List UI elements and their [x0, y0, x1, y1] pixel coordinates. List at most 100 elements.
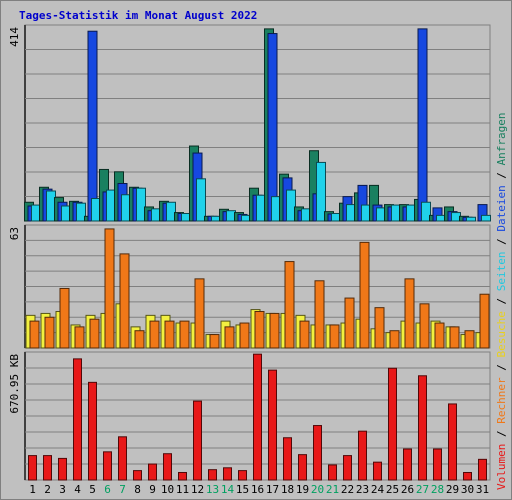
bar-volumen-day-27: [418, 375, 427, 481]
panel-top: 414: [8, 24, 491, 222]
bar-rechner-day-20: [314, 280, 325, 349]
bar-volumen-day-15: [238, 470, 247, 481]
x-tick-label: 25: [386, 483, 399, 496]
x-tick-label: 19: [296, 483, 309, 496]
bar-rechner-day-9: [149, 320, 160, 349]
x-tick-label: 7: [119, 483, 126, 496]
x-tick-label: 22: [341, 483, 354, 496]
bar-volumen-day-2: [43, 455, 52, 481]
x-tick-label: 29: [446, 483, 459, 496]
chart-legend: Volumen / Rechner / Besuche / Seiten / D…: [495, 112, 508, 490]
legend-item-rechner: Rechner: [495, 377, 508, 424]
bar-rechner-day-6: [104, 228, 115, 349]
bar-seiten-day-20: [316, 161, 326, 222]
bar-volumen-day-16: [253, 353, 262, 481]
bar-dateien-day-17: [267, 33, 278, 222]
x-tick-label: 6: [104, 483, 111, 496]
bar-volumen-day-26: [403, 448, 412, 481]
bar-volumen-day-29: [448, 403, 457, 481]
bar-volumen-day-3: [58, 457, 67, 481]
bar-volumen-day-28: [433, 448, 442, 481]
legend-separator: /: [495, 358, 508, 378]
x-tick-label: 23: [356, 483, 369, 496]
x-tick-label: 28: [431, 483, 444, 496]
x-tick-label: 10: [161, 483, 174, 496]
x-tick-label: 4: [74, 483, 81, 496]
bar-rechner-day-25: [389, 330, 400, 349]
bar-rechner-day-13: [209, 334, 220, 349]
legend-item-volumen: Volumen: [495, 444, 508, 490]
bar-volumen-day-6: [103, 451, 112, 481]
bar-rechner-day-16: [254, 311, 265, 349]
bar-volumen-day-12: [193, 400, 202, 481]
bar-volumen-day-17: [268, 369, 277, 481]
bar-rechner-day-30: [464, 330, 475, 349]
bar-seiten-day-4: [76, 202, 86, 222]
bar-volumen-day-9: [148, 463, 157, 481]
chart-panels: 414 63 670.95 KB: [8, 24, 491, 481]
bar-rechner-day-14: [224, 326, 235, 349]
bar-rechner-day-11: [179, 320, 190, 349]
x-tick-label: 3: [59, 483, 66, 496]
panel-max-label: 63: [8, 227, 21, 240]
legend-item-anfragen: Anfragen: [495, 112, 508, 165]
panel-max-label: 670.95 KB: [8, 354, 21, 414]
legend-item-besuche: Besuche: [495, 311, 508, 357]
bar-volumen-day-31: [478, 458, 487, 481]
x-tick-label: 20: [311, 483, 324, 496]
bar-rechner-day-24: [374, 307, 385, 349]
bar-rechner-day-5: [89, 318, 100, 349]
bar-volumen-day-21: [328, 464, 337, 481]
panel-bottom: 670.95 KB: [8, 351, 491, 481]
bar-volumen-day-13: [208, 469, 217, 481]
bar-rechner-day-7: [119, 253, 130, 349]
bar-volumen-day-1: [28, 455, 37, 481]
x-tick-label: 27: [416, 483, 429, 496]
x-tick-label: 16: [251, 483, 264, 496]
chart-title: Tages-Statistik im Monat August 2022: [19, 9, 257, 22]
bar-seiten-day-31: [481, 214, 491, 222]
legend-separator: /: [495, 165, 508, 185]
bar-volumen-day-23: [358, 430, 367, 481]
x-tick-label: 21: [326, 483, 339, 496]
x-tick-label: 12: [191, 483, 204, 496]
bar-rechner-day-19: [299, 320, 310, 349]
x-tick-label: 30: [461, 483, 474, 496]
bar-volumen-day-14: [223, 467, 232, 481]
x-tick-label: 15: [236, 483, 249, 496]
bar-rechner-day-21: [329, 324, 340, 349]
panel-mid: 63: [8, 224, 491, 349]
bar-rechner-day-3: [59, 287, 70, 349]
bar-seiten-day-27: [421, 201, 431, 222]
x-tick-label: 8: [134, 483, 141, 496]
x-tick-label: 2: [44, 483, 51, 496]
x-tick-label: 11: [176, 483, 189, 496]
bar-volumen-day-24: [373, 461, 382, 481]
bar-rechner-day-26: [404, 278, 415, 349]
x-tick-label: 26: [401, 483, 414, 496]
x-tick-label: 5: [89, 483, 96, 496]
legend-separator: /: [495, 232, 508, 252]
legend-item-seiten: Seiten: [495, 252, 508, 292]
bar-rechner-day-22: [344, 297, 355, 349]
bar-volumen-day-4: [73, 358, 82, 481]
bar-rechner-day-27: [419, 303, 430, 349]
bar-rechner-day-15: [239, 322, 250, 349]
bar-volumen-day-7: [118, 436, 127, 481]
bar-volumen-day-11: [178, 471, 187, 481]
x-tick-label: 9: [149, 483, 156, 496]
x-tick-label: 1: [29, 483, 36, 496]
x-tick-label: 18: [281, 483, 294, 496]
bar-rechner-day-1: [29, 320, 40, 349]
x-tick-label: 13: [206, 483, 219, 496]
bar-volumen-day-22: [343, 455, 352, 481]
bar-volumen-day-25: [388, 367, 397, 481]
bar-rechner-day-4: [74, 326, 85, 349]
bar-rechner-day-2: [44, 316, 55, 349]
x-tick-label: 31: [476, 483, 489, 496]
legend-item-dateien: Dateien: [495, 185, 508, 231]
bar-seiten-day-30: [466, 216, 476, 222]
bar-volumen-day-19: [298, 454, 307, 481]
bar-volumen-day-5: [88, 381, 97, 481]
bar-rechner-day-29: [449, 326, 460, 349]
